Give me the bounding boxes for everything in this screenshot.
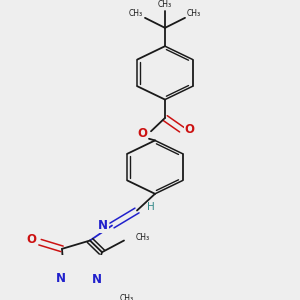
Text: CH₃: CH₃: [129, 9, 143, 18]
Text: CH₃: CH₃: [187, 9, 201, 18]
Text: CH₃: CH₃: [158, 0, 172, 9]
Text: O: O: [185, 123, 195, 136]
Text: N: N: [92, 273, 102, 286]
Text: N: N: [56, 272, 66, 284]
Text: CH₃: CH₃: [120, 294, 134, 300]
Text: H: H: [147, 202, 155, 212]
Text: O: O: [26, 233, 36, 246]
Text: CH₃: CH₃: [136, 233, 150, 242]
Text: O: O: [137, 127, 147, 140]
Text: N: N: [98, 219, 108, 232]
